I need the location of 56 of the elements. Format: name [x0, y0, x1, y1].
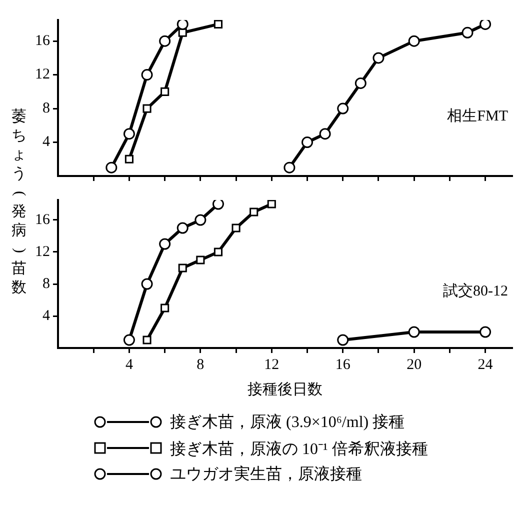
point	[372, 52, 384, 64]
point	[178, 264, 187, 272]
point	[159, 35, 171, 47]
point	[141, 278, 153, 290]
point	[408, 326, 420, 338]
point	[106, 162, 118, 174]
point	[176, 20, 188, 30]
point	[267, 200, 276, 208]
point	[480, 20, 492, 30]
point	[160, 304, 170, 312]
point	[176, 222, 188, 234]
point	[159, 238, 171, 250]
x-tick-label: 16	[335, 356, 351, 373]
point	[337, 334, 349, 346]
y-tick-label: 4	[42, 134, 50, 150]
point	[302, 136, 314, 148]
y-tick-label: 12	[35, 66, 50, 83]
legend-label: 接ぎ木苗，原液 (3.9×10⁶/ml) 接種	[170, 412, 405, 432]
x-tick-label: 8	[196, 356, 204, 373]
point	[124, 154, 134, 164]
point	[194, 214, 206, 226]
x-tick-label: 24	[478, 356, 494, 373]
point	[196, 256, 205, 264]
legend-label: ユウガオ実生苗，原液接種	[170, 464, 362, 484]
point	[337, 102, 349, 114]
point	[142, 104, 152, 113]
point	[123, 128, 135, 140]
point	[214, 248, 223, 256]
point	[250, 208, 258, 216]
point	[480, 326, 492, 338]
y-tick-label: 4	[42, 308, 50, 324]
y-tick-label: 12	[35, 244, 50, 260]
legend-label: 接ぎ木苗，原液の 10⁻¹ 倍希釈液接種	[170, 440, 428, 460]
y-tick-label: 16	[35, 33, 50, 50]
y-tick-label: 8	[42, 276, 50, 292]
text: 萎ちょう(発病)苗数	[12, 109, 28, 296]
point	[462, 26, 474, 38]
y-tick-label: 16	[35, 212, 50, 228]
x-axis-title: 接種後日数	[248, 380, 322, 398]
x-tick-label: 20	[406, 356, 422, 373]
point	[319, 128, 331, 140]
annotation: 相生FMT	[447, 108, 508, 125]
point	[214, 20, 223, 28]
point	[141, 69, 153, 81]
y-tick-label: 8	[42, 100, 50, 116]
point	[212, 200, 224, 210]
point	[232, 224, 240, 232]
point	[123, 334, 135, 346]
annotation: 試交80-12	[443, 282, 508, 300]
point	[284, 162, 296, 174]
x-tick-label: 12	[264, 356, 280, 373]
x-tick-label: 4	[125, 356, 134, 373]
point	[142, 336, 152, 344]
point	[160, 87, 170, 96]
point	[408, 35, 420, 47]
point	[354, 77, 366, 89]
